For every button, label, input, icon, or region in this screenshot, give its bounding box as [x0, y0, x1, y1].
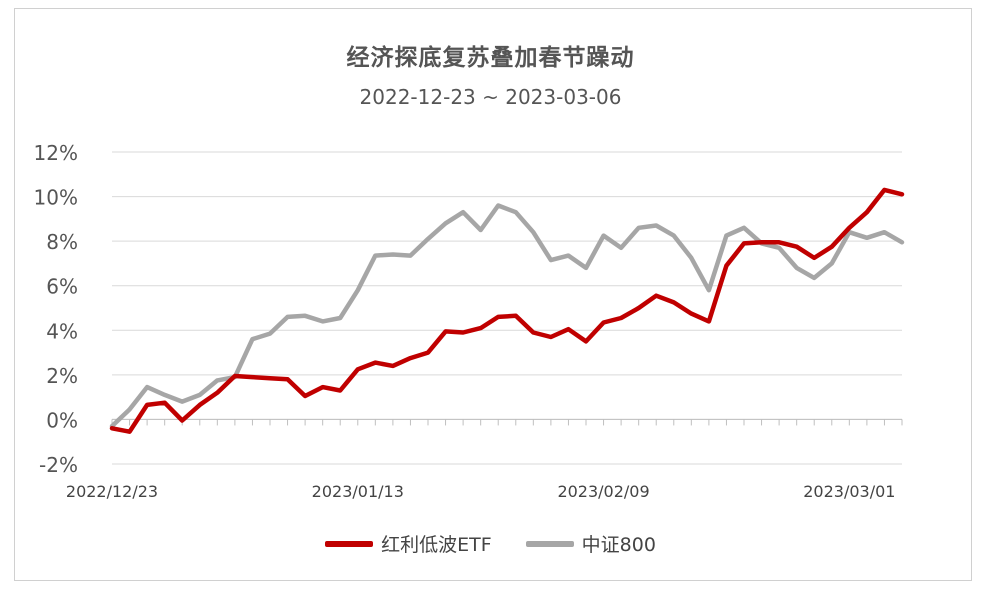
chart-frame	[14, 8, 972, 581]
y-tick-label-3: 6%	[46, 275, 78, 299]
y-tick-label-2: 8%	[46, 230, 78, 254]
legend-label-series-2: 中证800	[581, 534, 656, 556]
series-lines	[109, 187, 905, 434]
legend-swatch-series-2	[525, 540, 574, 547]
y-tick-label-7: -2%	[39, 453, 78, 477]
y-tick-label-6: 0%	[46, 408, 78, 432]
x-tick-label-3: 2023/03/01	[803, 482, 895, 501]
y-tick-label-0: 12%	[34, 141, 78, 165]
series-line-2	[109, 203, 905, 429]
legend-item-series-2[interactable]: 中证800	[525, 530, 656, 557]
x-tick-label-0: 2022/12/23	[66, 482, 158, 501]
gridlines	[112, 151, 902, 465]
legend-swatch-series-1	[325, 540, 374, 547]
y-tick-label-1: 10%	[34, 186, 78, 210]
chart-subtitle: 2022-12-23 ~ 2023-03-06	[359, 85, 622, 109]
series-line-1	[109, 187, 905, 434]
y-tick-label-5: 2%	[46, 364, 78, 388]
x-tick-label-2: 2023/02/09	[557, 482, 649, 501]
legend-label-series-1: 红利低波ETF	[381, 534, 492, 556]
x-tick-label-1: 2023/01/13	[312, 482, 404, 501]
chart-title: 经济探底复苏叠加春节躁动	[346, 45, 635, 71]
y-tick-label-4: 4%	[46, 319, 78, 343]
axes: 12% 10% 8% 6% 4% 2% 0% -2% 2022/12/23 2023/01/13 2…	[34, 141, 903, 501]
legend: 红利低波ETF 中证800	[0, 530, 981, 557]
legend-item-series-1[interactable]: 红利低波ETF	[325, 530, 492, 557]
